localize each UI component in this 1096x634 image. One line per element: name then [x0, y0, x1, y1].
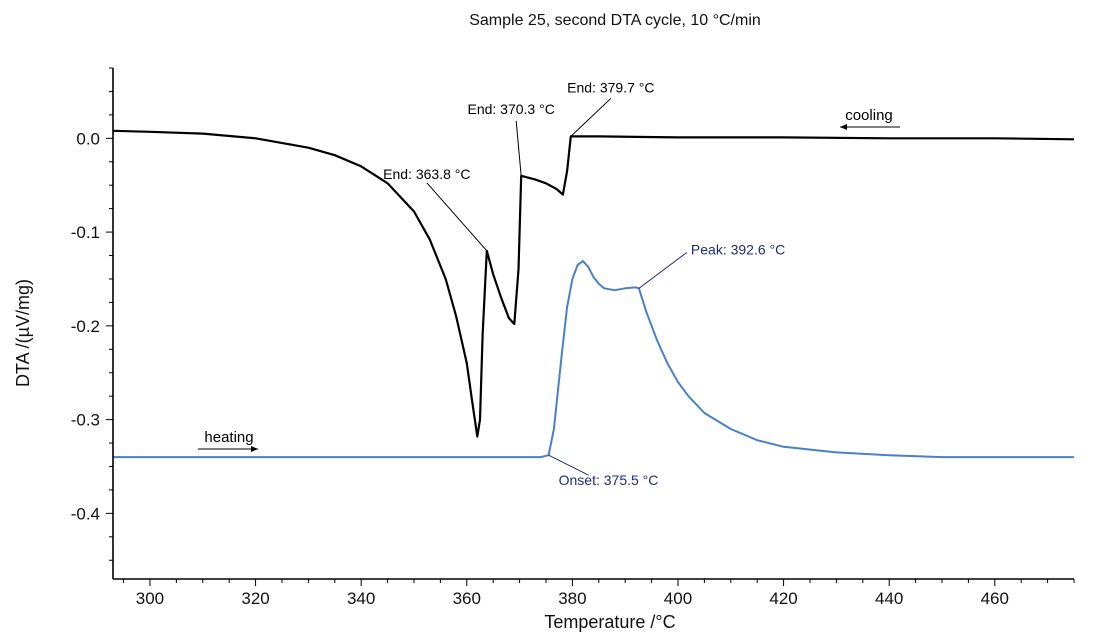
y-tick-label: -0.1: [71, 223, 100, 242]
annotation-layer: End: 363.8 °C End: 370.3 °C End: 379.7 °C P…: [198, 79, 900, 488]
x-tick-label: 440: [875, 589, 903, 608]
annotation-leader: [548, 454, 589, 476]
x-tick-label: 320: [241, 589, 269, 608]
x-tick-label: 300: [136, 589, 164, 608]
x-tick-label: 420: [769, 589, 797, 608]
plot-area: [112, 129, 1075, 459]
annotation-leader: [426, 182, 488, 252]
annotation-leader: [515, 120, 522, 176]
x-tick-label: 360: [453, 589, 481, 608]
y-tick-label: -0.3: [71, 411, 100, 430]
y-axis-title: DTA /(µV/mg): [13, 279, 33, 387]
series-line-heating: [113, 260, 1074, 459]
direction-label-cooling: cooling: [845, 107, 893, 124]
tick-layer: 300 320 340 360 380 400 420 440 460 0.0 -0.1 -0.2 -0…: [71, 67, 1075, 608]
series-line-cooling: [112, 129, 1075, 438]
x-tick-label: 340: [347, 589, 375, 608]
annotation-leader: [570, 98, 612, 137]
y-tick-label: 0.0: [76, 129, 100, 148]
y-tick-label: -0.4: [71, 504, 100, 523]
y-tick-label: -0.2: [71, 317, 100, 336]
x-tick-label: 460: [981, 589, 1009, 608]
annotation-label: Onset: 375.5 °C: [559, 472, 659, 488]
annotation-label: End: 363.8 °C: [383, 166, 470, 182]
annotation-label: End: 370.3 °C: [467, 101, 554, 117]
x-axis-title: Temperature /°C: [544, 612, 675, 632]
annotation-label: End: 379.7 °C: [567, 79, 654, 95]
chart-title: Sample 25, second DTA cycle, 10 °C/min: [469, 12, 761, 29]
x-tick-label: 380: [558, 589, 586, 608]
direction-arrow-head: [251, 446, 258, 452]
annotation-label: Peak: 392.6 °C: [691, 241, 785, 257]
x-tick-label: 400: [664, 589, 692, 608]
direction-label-heating: heating: [204, 429, 253, 446]
annotation-leader: [638, 251, 688, 289]
direction-arrow-head: [840, 124, 847, 130]
